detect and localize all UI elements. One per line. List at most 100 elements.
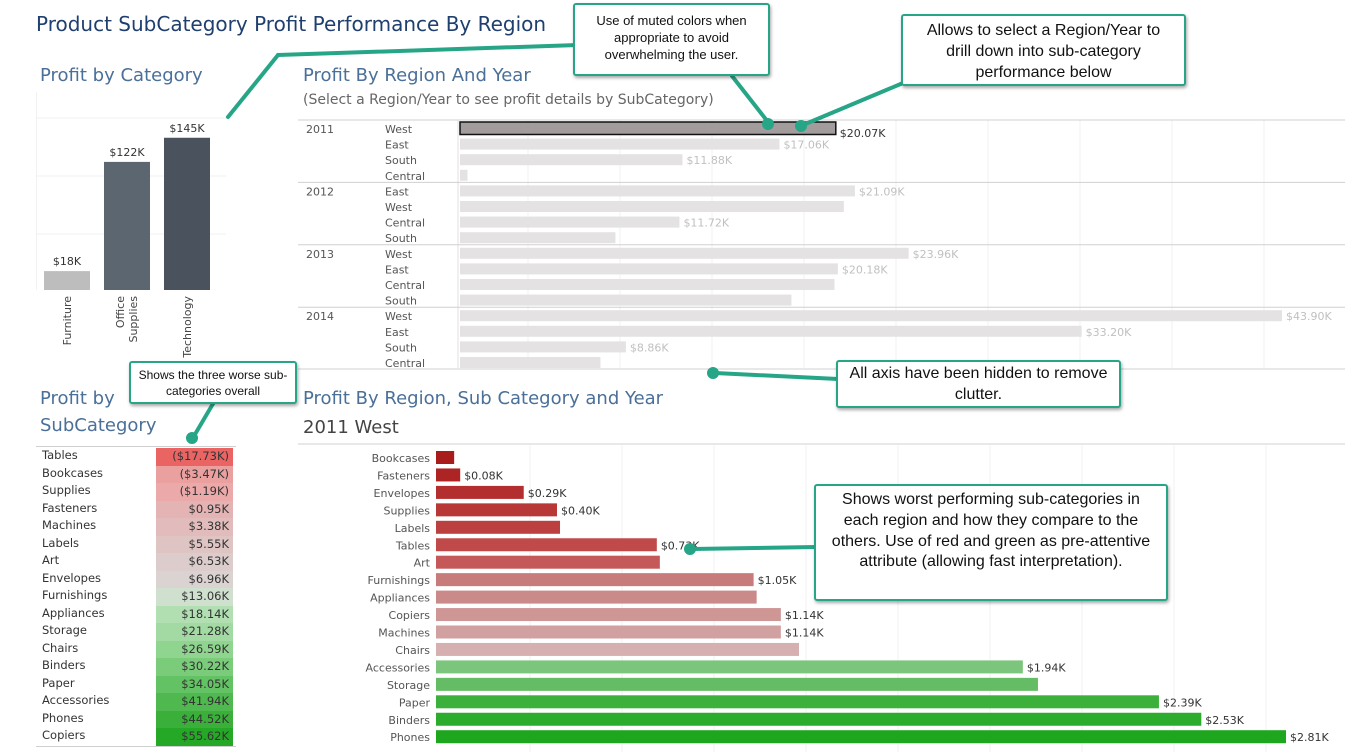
callout-three-worst: Shows the three worse sub-categories ove… bbox=[129, 361, 297, 404]
subcategory-row-value: $41.94K bbox=[156, 693, 233, 711]
region-year-value-label: $20.07K bbox=[840, 127, 886, 140]
region-year-value-label: $11.88K bbox=[686, 154, 732, 167]
region-year-value-label: $8.86K bbox=[630, 341, 669, 354]
region-year-bar bbox=[460, 247, 909, 259]
region-year-value-label: $11.72K bbox=[683, 217, 729, 230]
detail-bar bbox=[436, 608, 781, 622]
region-year-panel-title: Profit By Region And Year bbox=[303, 65, 531, 86]
detail-value-label: $0.40K bbox=[561, 504, 600, 517]
region-label: South bbox=[385, 295, 417, 308]
region-year-value-label: $17.06K bbox=[783, 139, 829, 152]
category-tick-label: Technology bbox=[181, 296, 194, 359]
detail-bar bbox=[436, 573, 754, 587]
subcategory-row-label: Accessories bbox=[42, 693, 110, 707]
profit-by-category-chart: $18K Furniture $122K Office Supplies $145K Tec… bbox=[36, 92, 226, 359]
year-label: 2012 bbox=[306, 185, 334, 198]
region-label: West bbox=[385, 310, 413, 323]
region-label: West bbox=[385, 123, 413, 136]
callout-muted-colors: Use of muted colors when appropriate to … bbox=[573, 3, 770, 76]
callout-worst-by-region: Shows worst performing sub-categories in… bbox=[814, 484, 1168, 601]
detail-subcategory-label: Supplies bbox=[383, 504, 430, 517]
profit-by-region-year-chart[interactable]: 2011 West $20.07K East $17.06K South $11.88K Ce… bbox=[298, 118, 1345, 370]
callout-select-region-year: Allows to select a Region/Year to drill … bbox=[901, 14, 1186, 86]
region-year-bar bbox=[460, 357, 601, 368]
detail-bar bbox=[436, 677, 1038, 691]
detail-panel-title: Profit By Region, Sub Category and Year bbox=[303, 388, 664, 409]
detail-bar bbox=[436, 538, 657, 552]
subcategory-row-label: Envelopes bbox=[42, 570, 102, 585]
subcategory-row-label: Storage bbox=[42, 623, 87, 637]
subcategory-panel-title-line2: SubCategory bbox=[40, 415, 157, 436]
connector-axis-dot bbox=[707, 367, 719, 379]
detail-subcategory-label: Labels bbox=[395, 522, 431, 535]
detail-bar bbox=[436, 642, 799, 656]
region-label: East bbox=[385, 185, 409, 198]
category-value-label: $145K bbox=[169, 122, 205, 135]
subcategory-row-label: Tables bbox=[42, 448, 78, 462]
category-bar bbox=[164, 137, 210, 290]
region-year-bar bbox=[460, 310, 1282, 322]
subcategory-row-value: $6.96K bbox=[156, 570, 233, 588]
detail-bar bbox=[436, 503, 557, 517]
category-panel-title: Profit by Category bbox=[40, 65, 203, 86]
region-label: East bbox=[385, 263, 409, 276]
region-label: East bbox=[385, 326, 409, 339]
region-year-bar bbox=[460, 341, 626, 353]
subcategory-row-label: Fasteners bbox=[42, 500, 98, 515]
subcategory-row-label: Machines bbox=[42, 518, 97, 532]
detail-value-label: $1.05K bbox=[758, 574, 797, 587]
detail-subcategory-label: Appliances bbox=[370, 592, 430, 605]
region-year-bar bbox=[460, 294, 792, 306]
detail-panel-selection: 2011 West bbox=[303, 417, 399, 438]
detail-bar bbox=[436, 468, 461, 482]
region-year-bar bbox=[460, 138, 780, 150]
detail-value-label: $2.39K bbox=[1163, 696, 1202, 709]
detail-subcategory-label: Bookcases bbox=[372, 452, 431, 465]
subcategory-row-label: Copiers bbox=[42, 728, 86, 742]
region-label: South bbox=[385, 341, 417, 354]
detail-subcategory-label: Copiers bbox=[389, 609, 431, 622]
region-year-bar bbox=[460, 232, 616, 244]
detail-value-label: $1.14K bbox=[785, 609, 824, 622]
detail-bar bbox=[436, 660, 1023, 674]
category-bar bbox=[44, 271, 90, 290]
category-bar bbox=[104, 161, 150, 290]
region-year-value-label: $23.96K bbox=[913, 248, 959, 261]
region-year-bar bbox=[460, 169, 468, 181]
subcategory-row-value: $3.38K bbox=[156, 518, 233, 536]
detail-bar bbox=[436, 520, 561, 534]
detail-subcategory-label: Accessories bbox=[366, 661, 431, 674]
subcategory-row-label: Labels bbox=[42, 535, 80, 550]
callout-hidden-axis: All axis have been hidden to remove clut… bbox=[836, 360, 1121, 408]
detail-value-label: $1.14K bbox=[785, 627, 824, 640]
detail-value-label: $0.73K bbox=[661, 539, 700, 552]
detail-value-label: $0.29K bbox=[528, 487, 567, 500]
region-year-value-label: $43.90K bbox=[1286, 310, 1332, 323]
detail-bar bbox=[436, 590, 757, 604]
detail-subcategory-label: Binders bbox=[388, 714, 430, 727]
region-year-bar bbox=[460, 154, 683, 166]
region-year-panel-subtitle: (Select a Region/Year to see profit deta… bbox=[303, 92, 714, 108]
detail-bar bbox=[436, 712, 1202, 726]
subcategory-row-label: Paper bbox=[42, 675, 75, 690]
detail-bar bbox=[436, 625, 781, 639]
region-label: Central bbox=[385, 279, 425, 292]
subcategory-row-value: $30.22K bbox=[156, 658, 233, 676]
subcategory-row-label: Chairs bbox=[42, 640, 79, 655]
region-label: South bbox=[385, 154, 417, 167]
subcategory-row-value: ($3.47K) bbox=[156, 465, 233, 483]
subcategory-table-top-border bbox=[36, 446, 236, 447]
detail-bar bbox=[436, 485, 524, 499]
year-label: 2013 bbox=[306, 248, 334, 261]
subcategory-row-label: Art bbox=[42, 553, 60, 567]
category-value-label: $122K bbox=[109, 146, 145, 159]
detail-bar bbox=[436, 555, 660, 569]
region-year-value-label: $21.09K bbox=[859, 185, 905, 198]
detail-bar bbox=[436, 451, 455, 464]
profit-by-region-subcategory-year-chart: Bookcases Fasteners $0.08K Envelopes $0.29K S… bbox=[298, 443, 1345, 752]
detail-subcategory-label: Art bbox=[414, 557, 431, 570]
subcategory-row-label: Bookcases bbox=[42, 465, 104, 480]
category-tick-label: Furniture bbox=[61, 296, 74, 346]
region-year-value-label: $20.18K bbox=[842, 263, 888, 276]
connector-axis bbox=[713, 371, 840, 381]
